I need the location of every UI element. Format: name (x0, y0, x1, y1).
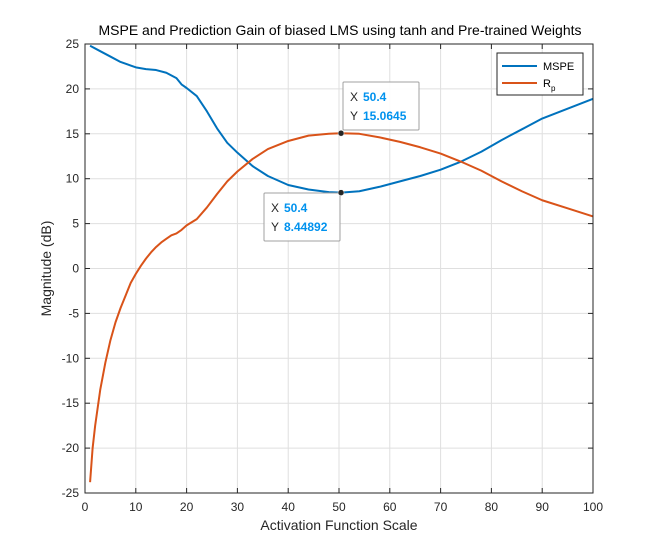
x-tick-label: 70 (434, 500, 448, 514)
datatip: X 50.4 Y 8.44892 (263, 189, 345, 242)
legend-box (496, 52, 584, 96)
x-tick-label: 40 (282, 500, 296, 514)
y-tick-label: -25 (62, 486, 80, 500)
x-tick-label: 30 (231, 500, 245, 514)
datatip-x-value: 50.4 (284, 201, 308, 215)
datatip-y-key: Y (271, 220, 279, 234)
series-line-mspe (89, 44, 594, 194)
datatip-box (263, 192, 341, 242)
legend-label-subscript: p (551, 84, 556, 93)
y-tick-label: 15 (66, 127, 80, 141)
x-tick-label: 20 (180, 500, 194, 514)
datatip-marker (337, 129, 345, 137)
datatip-y-value: 8.44892 (284, 220, 328, 234)
y-axis-label: Magnitude (dB) (38, 221, 54, 317)
y-tick-label: 25 (66, 37, 80, 51)
y-tick-label: 20 (66, 82, 80, 96)
x-tick-label: 60 (383, 500, 397, 514)
series-line-rp (89, 132, 594, 483)
y-tick-label: 10 (66, 172, 80, 186)
x-tick-label: 10 (129, 500, 143, 514)
chart-title: MSPE and Prediction Gain of biased LMS u… (98, 22, 581, 38)
x-tick-label: 90 (536, 500, 550, 514)
y-tick-label: -5 (68, 306, 79, 320)
datatip-x-key: X (350, 90, 358, 104)
x-tick-label: 50 (332, 500, 346, 514)
datatips: X 50.4 Y 15.0645 X 50.4 Y 8.44892 (263, 81, 420, 242)
y-tick-label: -20 (62, 441, 80, 455)
datatip: X 50.4 Y 15.0645 (337, 81, 420, 137)
y-tick-label: -15 (62, 396, 80, 410)
datatip-y-key: Y (350, 109, 358, 123)
series-layer (89, 44, 594, 483)
x-tick-label: 100 (583, 500, 603, 514)
legend-label: MSPE (543, 61, 574, 73)
datatip-box (342, 81, 420, 131)
x-tick-label: 0 (82, 500, 89, 514)
datatip-marker (337, 189, 345, 196)
y-tick-label: -10 (62, 351, 80, 365)
axis-ticks: 0 10 20 30 40 50 60 70 80 90 100 -25 -20 -15 -10 -5 0 5 10… (62, 37, 604, 514)
x-tick-label: 80 (485, 500, 499, 514)
datatip-y-value: 15.0645 (363, 109, 407, 123)
y-tick-label: 0 (72, 262, 79, 276)
datatip-x-key: X (271, 201, 279, 215)
x-axis-label: Activation Function Scale (260, 517, 417, 533)
datatip-x-value: 50.4 (363, 90, 387, 104)
y-tick-label: 5 (72, 217, 79, 231)
